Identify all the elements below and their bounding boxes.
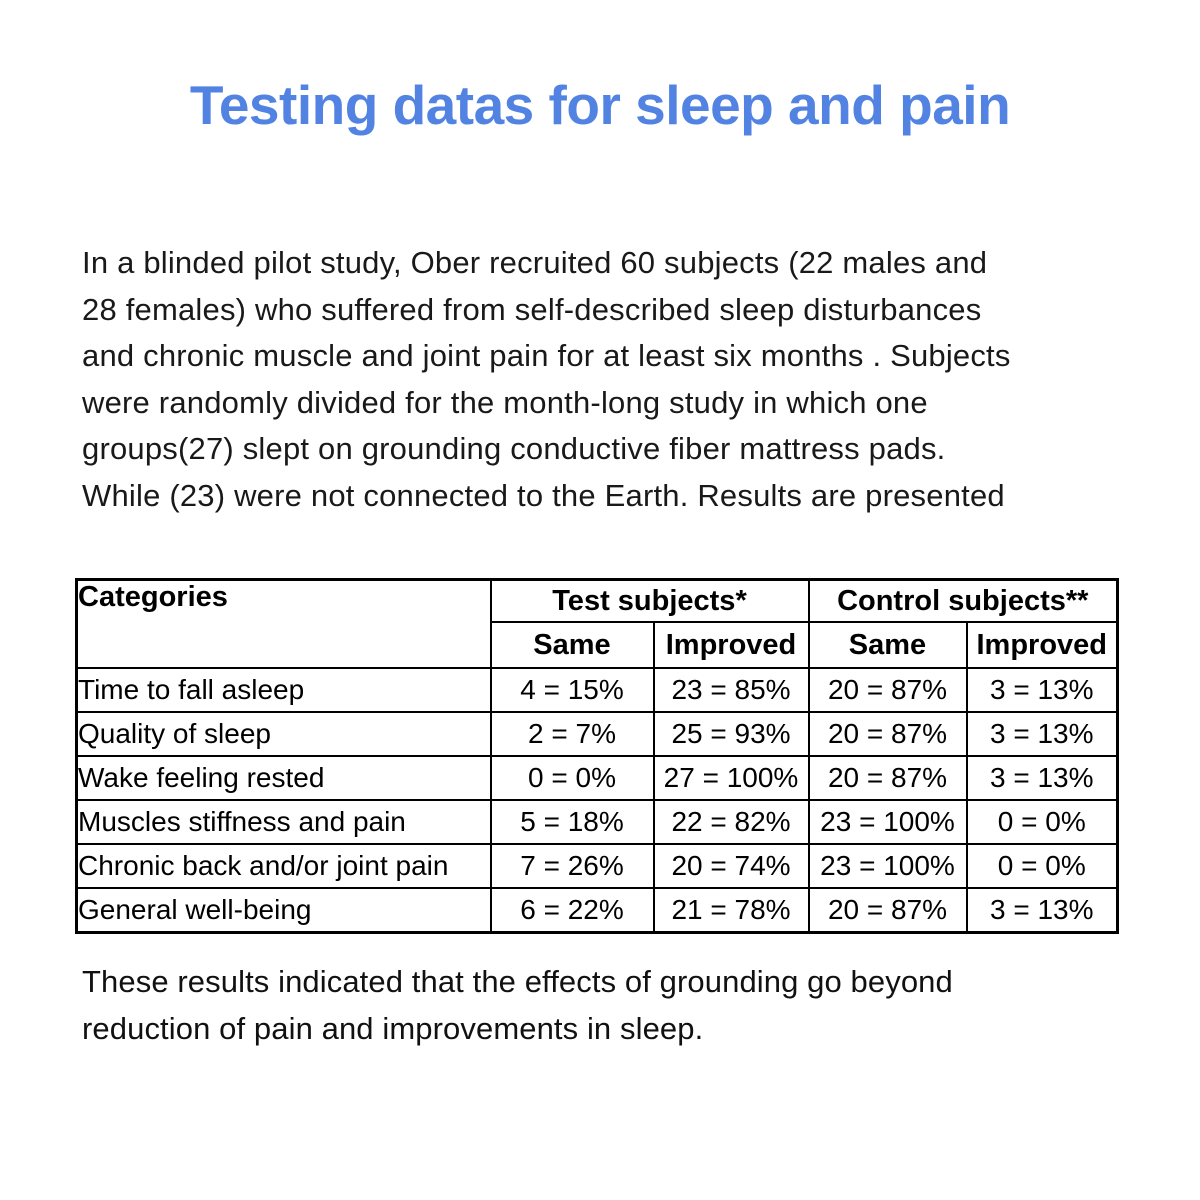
- value-cell: 20 = 74%: [652, 843, 810, 889]
- table-header-row-subgroups: Same Improved Same Improved: [77, 621, 1119, 669]
- value-cell: 7 = 26%: [489, 843, 655, 889]
- intro-line: In a blinded pilot study, Ober recruited…: [82, 245, 988, 280]
- value-cell: 23 = 100%: [807, 843, 968, 889]
- category-cell: General well-being: [75, 887, 492, 934]
- value-cell: 3 = 13%: [965, 667, 1119, 713]
- conclusion-line: These results indicated that the effects…: [82, 964, 953, 999]
- page-title: Testing datas for sleep and pain: [189, 74, 1011, 136]
- results-table: Categories Test subjects* Control subjec…: [75, 578, 1119, 934]
- subheader-cell: Improved: [652, 621, 810, 669]
- conclusion-line: reduction of pain and improvements in sl…: [82, 1011, 704, 1046]
- intro-line: and chronic muscle and joint pain for at…: [82, 338, 1011, 373]
- value-cell: 3 = 13%: [965, 887, 1119, 934]
- value-cell: 5 = 18%: [489, 799, 655, 845]
- value-cell: 3 = 13%: [965, 755, 1119, 801]
- category-cell: Quality of sleep: [75, 711, 492, 757]
- value-cell: 0 = 0%: [965, 843, 1119, 889]
- table-row: Quality of sleep 2 = 7% 25 = 93% 20 = 87…: [75, 711, 1119, 757]
- subheader-cell: Same: [807, 621, 968, 669]
- value-cell: 20 = 87%: [807, 667, 968, 713]
- value-cell: 21 = 78%: [652, 887, 810, 934]
- category-cell: Wake feeling rested: [75, 755, 492, 801]
- intro-line: groups(27) slept on grounding conductive…: [82, 431, 946, 466]
- test-subjects-header-cell: Test subjects*: [489, 578, 810, 623]
- value-cell: 27 = 100%: [652, 755, 810, 801]
- value-cell: 3 = 13%: [965, 711, 1119, 757]
- category-cell: Chronic back and/or joint pain: [75, 843, 492, 889]
- intro-line: While (23) were not connected to the Ear…: [82, 477, 1005, 513]
- intro-paragraph: In a blinded pilot study, Ober recruited…: [82, 240, 1011, 519]
- table-row: Chronic back and/or joint pain 7 = 26% 2…: [75, 843, 1119, 889]
- value-cell: 4 = 15%: [489, 667, 655, 713]
- value-cell: 25 = 93%: [652, 711, 810, 757]
- value-cell: 20 = 87%: [807, 755, 968, 801]
- table-row: Wake feeling rested 0 = 0% 27 = 100% 20 …: [75, 755, 1119, 801]
- value-cell: 23 = 85%: [652, 667, 810, 713]
- table-row: Time to fall asleep 4 = 15% 23 = 85% 20 …: [75, 667, 1119, 713]
- value-cell: 20 = 87%: [807, 887, 968, 934]
- value-cell: 23 = 100%: [807, 799, 968, 845]
- value-cell: 0 = 0%: [965, 799, 1119, 845]
- conclusion-paragraph: These results indicated that the effects…: [82, 958, 953, 1052]
- categories-header-cell: Categories: [75, 578, 492, 669]
- table-row: Muscles stiffness and pain 5 = 18% 22 = …: [75, 799, 1119, 845]
- subheader-cell: Improved: [965, 621, 1119, 669]
- value-cell: 20 = 87%: [807, 711, 968, 757]
- category-cell: Muscles stiffness and pain: [75, 799, 492, 845]
- table-header-row-groups: Categories Test subjects* Control subjec…: [75, 578, 1119, 669]
- value-cell: 0 = 0%: [489, 755, 655, 801]
- value-cell: 2 = 7%: [489, 711, 655, 757]
- category-cell: Time to fall asleep: [75, 667, 492, 713]
- value-cell: 6 = 22%: [489, 887, 655, 934]
- subheader-cell: Same: [489, 621, 655, 669]
- intro-line: were randomly divided for the month-long…: [82, 384, 928, 420]
- value-cell: 22 = 82%: [652, 799, 810, 845]
- control-subjects-header-cell: Control subjects**: [807, 578, 1119, 623]
- intro-line: 28 females) who suffered from self-descr…: [82, 291, 982, 327]
- table-row: General well-being 6 = 22% 21 = 78% 20 =…: [75, 887, 1119, 934]
